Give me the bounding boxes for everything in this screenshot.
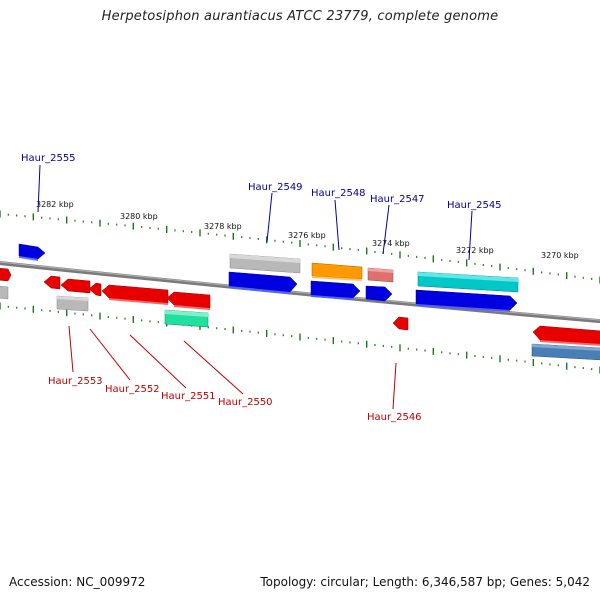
leader-line-haur-2555: [37, 164, 41, 213]
scale-label-3278: 3278 kbp: [204, 222, 242, 231]
forward-strand-genes: [0, 243, 519, 312]
gene-label-haur-2552[interactable]: Haur_2552: [105, 384, 160, 395]
reverse-strand-genes: [0, 275, 600, 361]
gene-feature-haur-2549[interactable]: [228, 271, 298, 293]
genome-title: Herpetosiphon aurantiacus ATCC 23779, co…: [101, 9, 499, 24]
gene-feature-haur-2552[interactable]: [88, 282, 102, 297]
scale-label-3270: 3270 kbp: [541, 251, 579, 260]
leader-line-haur-2549: [266, 192, 273, 243]
leader-line-haur-2545: [468, 210, 473, 261]
gene-feature-haur-2546[interactable]: [392, 316, 409, 331]
gene-feature-haur-2551[interactable]: [101, 284, 169, 304]
gene-label-haur-2551[interactable]: Haur_2551: [161, 391, 216, 402]
gene-label-haur-2550[interactable]: Haur_2550: [218, 397, 273, 408]
leader-line-haur-2547: [382, 204, 390, 255]
leader-line-haur-2551: [129, 334, 187, 389]
gene-feature-haur-2553[interactable]: [60, 278, 91, 294]
scale-label-3272: 3272 kbp: [456, 246, 494, 255]
gene-feature-red-right-edge[interactable]: [532, 325, 600, 345]
outer-tick-ring: [0, 210, 600, 284]
genome-backbone-highlight: [0, 261, 600, 321]
gene-label-haur-2546[interactable]: Haur_2546: [367, 412, 422, 423]
leader-line-haur-2548: [334, 199, 340, 251]
gene-feature-haur-2545-blue[interactable]: [415, 289, 518, 311]
gene-label-haur-2555[interactable]: Haur_2555: [21, 153, 76, 164]
scale-label-3280: 3280 kbp: [120, 212, 158, 221]
gene-label-haur-2548[interactable]: Haur_2548: [311, 188, 366, 199]
leader-line-haur-2552: [89, 328, 131, 381]
inner-tick-ring: [0, 302, 600, 374]
scale-label-3282: 3282 kbp: [36, 200, 74, 209]
gene-label-haur-2553[interactable]: Haur_2553: [48, 376, 103, 387]
gene-label-haur-2549[interactable]: Haur_2549: [248, 182, 303, 193]
scale-label-3276: 3276 kbp: [288, 231, 326, 240]
accession-text: Accession: NC_009972: [9, 575, 146, 589]
leader-line-haur-2550: [183, 340, 244, 395]
leader-line-haur-2553: [68, 325, 74, 373]
gene-label-haur-2545[interactable]: Haur_2545: [447, 200, 502, 211]
gene-feature-gray-left-edge[interactable]: [0, 285, 9, 300]
genome-summary-text: Topology: circular; Length: 6,346,587 bp…: [260, 575, 590, 589]
gene-feature-haur-2547-blue[interactable]: [365, 285, 393, 302]
gene-feature-haur-2550[interactable]: [166, 291, 211, 309]
gene-feature-haur-2548-blue[interactable]: [310, 280, 361, 299]
genome-backbone: [0, 261, 600, 324]
leader-line-haur-2546: [392, 362, 397, 410]
gene-feature-haur-2555[interactable]: [18, 243, 46, 260]
gene-feature-red-small-1[interactable]: [43, 275, 61, 290]
gene-feature-red-left-edge[interactable]: [0, 267, 12, 282]
gene-label-haur-2547[interactable]: Haur_2547: [370, 194, 425, 205]
scale-label-3274: 3274 kbp: [372, 239, 410, 248]
